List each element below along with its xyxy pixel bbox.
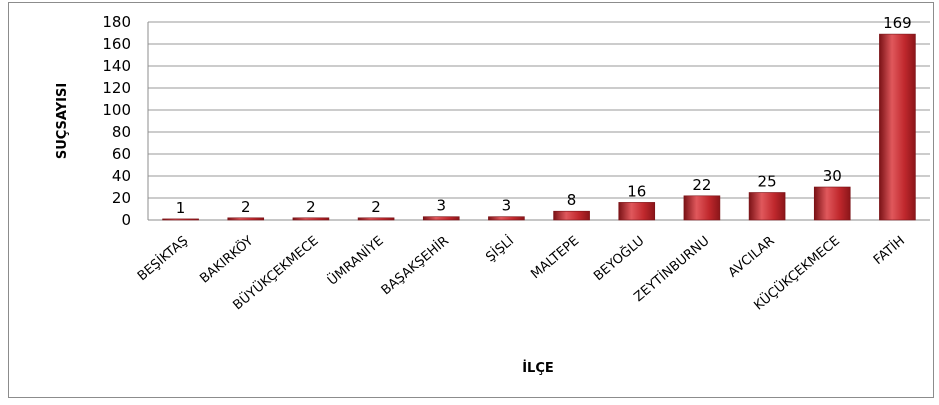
data-label: 2	[371, 198, 381, 216]
y-tick-label: 60	[112, 145, 131, 163]
x-tick-label: BAŞAKŞEHİR	[378, 233, 452, 299]
y-tick-label: 20	[112, 189, 131, 207]
bar	[162, 218, 199, 221]
data-label: 3	[436, 197, 446, 215]
bar	[422, 216, 460, 221]
data-label: 1	[176, 199, 186, 217]
y-tick-label: 40	[112, 167, 131, 185]
bar	[357, 217, 395, 221]
x-tick-label: BAKIRKÖY	[196, 232, 256, 287]
y-tick-label: 80	[112, 123, 131, 141]
bar	[618, 202, 656, 221]
bar	[488, 216, 525, 221]
x-tick-label: ŞİŞLİ	[483, 233, 517, 265]
x-tick-label: BEYOĞLU	[590, 233, 647, 284]
x-tick-label: MALTEPE	[528, 234, 582, 283]
data-label: 8	[567, 191, 577, 209]
y-tick-label: 140	[102, 57, 131, 75]
bar	[879, 33, 916, 221]
bars	[162, 33, 916, 221]
bar	[292, 217, 330, 221]
data-label: 16	[627, 182, 646, 200]
data-label: 22	[692, 176, 711, 194]
x-tick-label: ÜMRANİYE	[324, 232, 387, 289]
x-tick-label: FATİH	[870, 233, 908, 268]
x-tick-label: BEŞİKTAŞ	[134, 233, 191, 284]
x-axis-title: İLÇE	[522, 360, 554, 376]
data-label: 3	[502, 197, 512, 215]
y-tick-label: 0	[121, 211, 131, 229]
bar	[553, 210, 590, 221]
y-axis-title: SUÇSAYISI	[55, 83, 70, 159]
y-tick-label: 120	[102, 79, 131, 97]
x-tick-label: AVCILAR	[726, 234, 778, 281]
y-tick-label: 160	[102, 35, 131, 53]
data-label: 169	[883, 14, 912, 32]
data-label: 2	[306, 198, 316, 216]
bar	[683, 195, 721, 221]
y-tick-label: 180	[102, 13, 131, 31]
data-label: 2	[241, 198, 251, 216]
data-label: 25	[758, 173, 777, 191]
data-label: 30	[823, 167, 842, 185]
y-axis-ticks: 0 20 40 60 80 100 120 140 160 180	[102, 13, 131, 229]
bar	[227, 217, 265, 221]
bar	[813, 186, 851, 221]
gridlines	[147, 21, 930, 221]
y-tick-label: 100	[102, 101, 131, 119]
bar	[748, 192, 786, 221]
